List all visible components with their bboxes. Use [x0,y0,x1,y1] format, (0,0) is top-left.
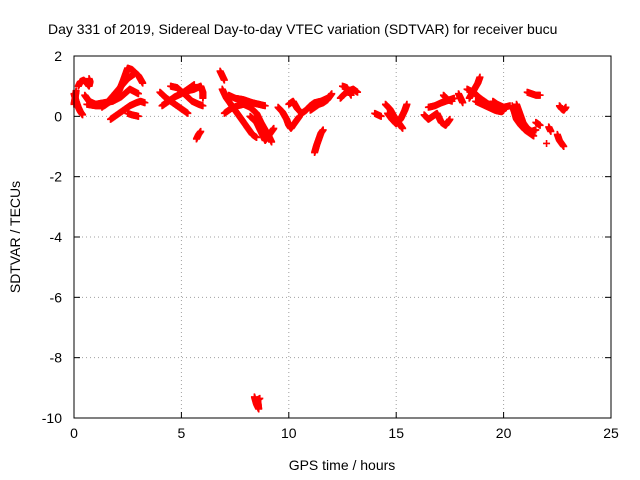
y-tick-label: -8 [50,350,63,366]
x-tick-label: 10 [281,425,297,441]
x-tick-label: 5 [178,425,186,441]
data-point [328,90,336,98]
y-tick-label: 2 [54,48,62,64]
data-point [261,102,269,110]
data-point [536,91,544,99]
data-point [139,79,147,87]
data-point [141,99,149,107]
data-point [130,70,138,78]
grid-lines [74,56,611,418]
data-point [79,111,87,119]
data-point [446,115,454,123]
x-tick-label: 15 [388,425,404,441]
data-point [403,100,411,108]
data-point [134,112,142,120]
x-tick-label: 0 [70,425,78,441]
data-point [253,133,261,141]
data-point [459,99,467,107]
data-point [448,97,456,105]
data-point [199,94,207,102]
data-point [268,138,276,146]
data-point [543,139,551,147]
data-point [532,126,540,134]
y-axis-ticks: -10 -8 -6 -4 -2 0 2 [42,48,611,426]
data-point [547,127,555,135]
data-point [536,121,544,129]
data-point [134,90,142,98]
y-tick-label: -6 [50,289,63,305]
data-point [192,135,200,143]
y-tick-label: -4 [50,229,63,245]
x-tick-label: 20 [496,425,512,441]
x-tick-label: 25 [603,425,619,441]
data-point [476,73,484,81]
y-axis-label: SDTVAR / TECUs [7,181,23,293]
y-tick-label: -2 [50,169,63,185]
chart-title: Day 331 of 2019, Sidereal Day-to-day VTE… [48,21,557,37]
data-point [377,112,385,120]
data-point [347,91,355,99]
y-tick-label: -10 [42,410,62,426]
data-point [270,124,278,132]
data-point [184,109,192,117]
data-points [70,64,570,413]
data-point [399,124,407,132]
data-point [354,88,362,96]
data-point [220,76,228,84]
data-point [199,102,207,110]
x-axis-label: GPS time / hours [289,457,396,473]
data-point [560,143,568,150]
data-point [319,126,327,134]
x-axis-ticks: 0 5 10 15 20 25 [70,56,619,441]
data-point [256,394,264,402]
y-tick-label: 0 [54,108,62,124]
data-point [85,75,93,83]
data-point [562,103,570,111]
